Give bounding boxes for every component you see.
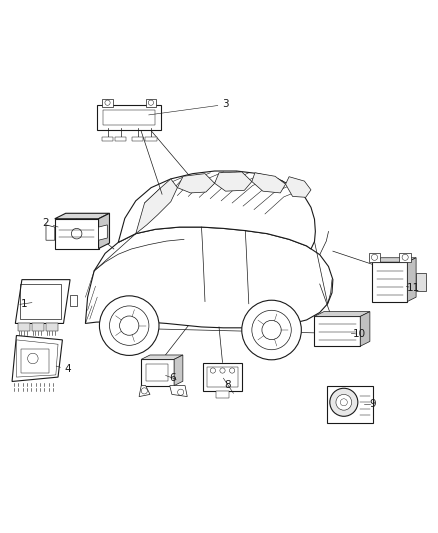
FancyBboxPatch shape <box>328 386 373 423</box>
FancyBboxPatch shape <box>372 262 407 302</box>
FancyBboxPatch shape <box>314 317 360 346</box>
Polygon shape <box>15 280 70 324</box>
FancyBboxPatch shape <box>115 137 126 141</box>
Polygon shape <box>314 312 370 317</box>
FancyBboxPatch shape <box>369 253 380 262</box>
Polygon shape <box>141 359 174 386</box>
Circle shape <box>120 316 139 335</box>
Polygon shape <box>360 312 370 346</box>
Polygon shape <box>372 258 416 262</box>
Polygon shape <box>139 386 150 397</box>
FancyBboxPatch shape <box>399 253 411 262</box>
Text: 10: 10 <box>353 329 366 340</box>
Polygon shape <box>85 227 333 328</box>
Polygon shape <box>177 174 215 193</box>
FancyBboxPatch shape <box>102 137 113 141</box>
Polygon shape <box>46 225 55 240</box>
FancyBboxPatch shape <box>216 391 229 398</box>
Polygon shape <box>136 179 177 233</box>
Text: 3: 3 <box>222 100 229 109</box>
Text: 11: 11 <box>407 284 420 293</box>
Circle shape <box>330 388 358 416</box>
Text: 4: 4 <box>64 365 71 374</box>
Polygon shape <box>407 258 416 302</box>
FancyBboxPatch shape <box>32 324 44 332</box>
Circle shape <box>242 300 301 360</box>
FancyBboxPatch shape <box>97 105 161 130</box>
Polygon shape <box>174 355 183 386</box>
FancyBboxPatch shape <box>70 295 77 306</box>
Text: 2: 2 <box>42 217 49 228</box>
FancyBboxPatch shape <box>46 324 58 332</box>
Circle shape <box>99 296 159 356</box>
Polygon shape <box>170 386 187 397</box>
Polygon shape <box>55 213 110 219</box>
Polygon shape <box>12 335 63 382</box>
Polygon shape <box>99 225 107 240</box>
Circle shape <box>252 310 291 350</box>
Polygon shape <box>286 177 311 197</box>
Polygon shape <box>118 171 315 249</box>
Text: 6: 6 <box>170 373 177 383</box>
Text: 8: 8 <box>224 379 231 390</box>
Text: 1: 1 <box>21 298 28 309</box>
FancyBboxPatch shape <box>132 137 143 141</box>
Polygon shape <box>215 172 252 191</box>
Circle shape <box>110 306 149 345</box>
Polygon shape <box>141 355 183 359</box>
Polygon shape <box>55 219 99 248</box>
Polygon shape <box>99 213 110 248</box>
Polygon shape <box>252 173 286 193</box>
Circle shape <box>336 394 352 410</box>
FancyBboxPatch shape <box>145 99 156 107</box>
FancyBboxPatch shape <box>18 324 30 332</box>
Text: 9: 9 <box>369 399 376 409</box>
FancyBboxPatch shape <box>145 137 156 141</box>
FancyBboxPatch shape <box>102 99 113 107</box>
FancyBboxPatch shape <box>203 362 242 391</box>
Circle shape <box>262 320 281 340</box>
FancyBboxPatch shape <box>416 273 426 290</box>
